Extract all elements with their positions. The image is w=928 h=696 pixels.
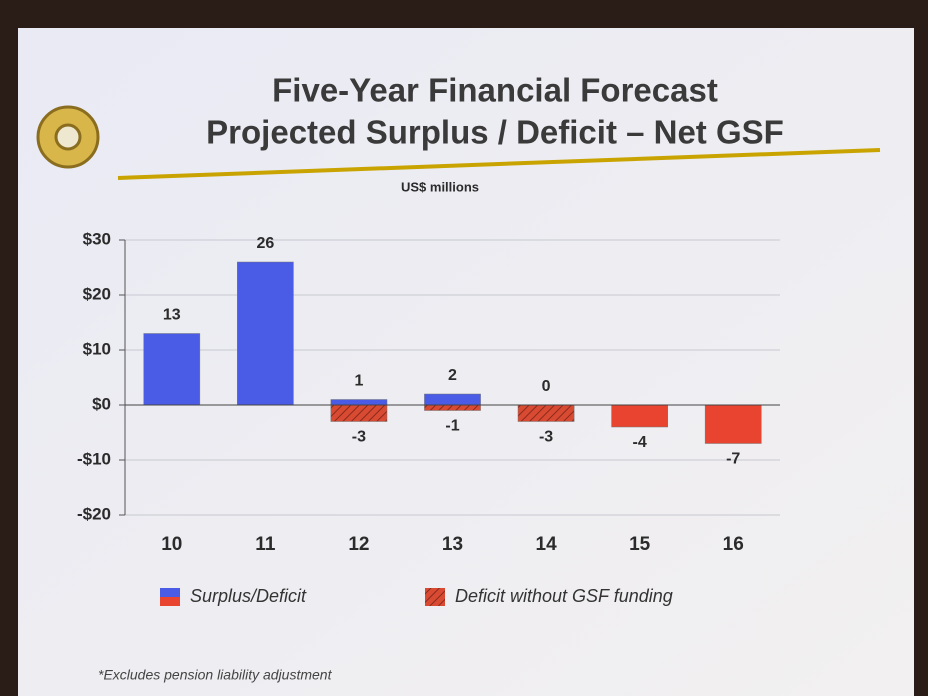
bar — [330, 399, 388, 406]
data-label: 26 — [256, 235, 274, 252]
bar — [330, 404, 388, 422]
y-tick-label: -$20 — [77, 504, 111, 523]
footnote: *Excludes pension liability adjustment — [98, 667, 333, 683]
y-tick-label: $10 — [83, 339, 111, 358]
bar — [424, 404, 481, 411]
title-rule — [117, 148, 881, 180]
bar — [424, 393, 481, 406]
x-tick-label: 10 — [161, 534, 182, 555]
data-label: 0 — [542, 378, 551, 395]
legend-label: Deficit without GSF funding — [455, 586, 673, 606]
logo — [36, 105, 100, 169]
y-tick-label: $30 — [83, 229, 111, 248]
data-label: 1 — [354, 373, 363, 390]
data-label: -4 — [633, 434, 647, 451]
title-line: Five-Year Financial Forecast — [272, 72, 718, 109]
bar — [704, 404, 762, 444]
title-line: Projected Surplus / Deficit – Net GSF — [206, 114, 784, 151]
subtitle: US$ millions — [401, 179, 479, 194]
data-label: -3 — [352, 429, 366, 446]
data-label: -3 — [539, 429, 553, 446]
data-label: -1 — [445, 418, 459, 435]
x-tick-label: 13 — [442, 534, 463, 555]
bar — [611, 404, 668, 428]
legend-swatch — [425, 588, 445, 606]
y-tick-label: -$10 — [77, 449, 111, 468]
legend-label: Surplus/Deficit — [190, 586, 307, 606]
data-label: 13 — [163, 307, 181, 324]
bar — [517, 404, 575, 422]
bar — [143, 333, 201, 406]
x-tick-label: 12 — [348, 534, 369, 555]
x-tick-label: 14 — [536, 534, 558, 555]
data-label: 2 — [448, 367, 457, 384]
legend-swatch — [160, 588, 180, 597]
x-tick-label: 16 — [723, 534, 744, 555]
x-tick-label: 11 — [255, 534, 276, 555]
data-label: -7 — [726, 451, 740, 468]
bar — [237, 261, 294, 406]
y-tick-label: $20 — [83, 284, 111, 303]
x-tick-label: 15 — [629, 534, 651, 555]
y-tick-label: $0 — [92, 394, 111, 413]
legend-swatch — [160, 597, 180, 606]
